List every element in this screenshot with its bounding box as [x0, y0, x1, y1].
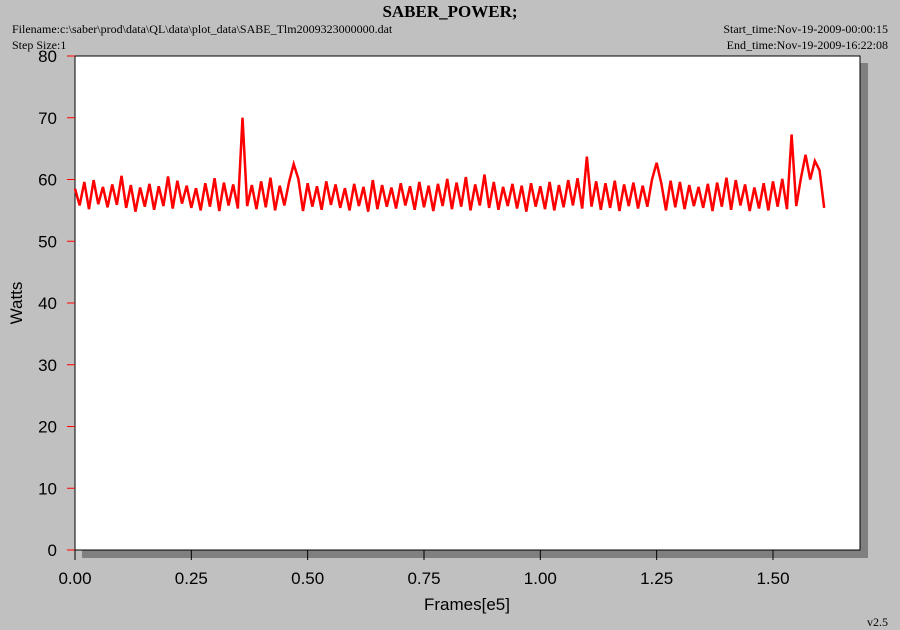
step-size: Step Size:1: [12, 38, 66, 52]
y-tick-label: 60: [38, 171, 57, 190]
version: v2.5: [867, 615, 888, 629]
chart-title: SABER_POWER;: [382, 2, 517, 21]
y-tick-label: 40: [38, 294, 57, 313]
x-tick-label: 0.50: [291, 569, 324, 588]
x-tick-label: 0.00: [58, 569, 91, 588]
start-time: Start_time:Nov-19-2009-00:00:15: [723, 22, 888, 36]
x-tick-label: 0.75: [407, 569, 440, 588]
filename: Filename:c:\saber\prod\data\QL\data\plot…: [12, 22, 393, 36]
x-tick-label: 1.25: [640, 569, 673, 588]
x-tick-label: 0.25: [175, 569, 208, 588]
y-tick-label: 10: [38, 479, 57, 498]
y-tick-label: 80: [38, 47, 57, 66]
end-time: End_time:Nov-19-2009-16:22:08: [727, 38, 888, 52]
y-tick-label: 0: [48, 541, 57, 560]
x-tick-label: 1.50: [756, 569, 789, 588]
data-line: [73, 117, 826, 212]
y-tick-label: 70: [38, 109, 57, 128]
y-tick-label: 30: [38, 356, 57, 375]
plot-area: [74, 55, 861, 551]
x-axis-label: Frames[e5]: [424, 595, 510, 614]
y-tick-label: 20: [38, 418, 57, 437]
y-tick-label: 50: [38, 232, 57, 251]
y-axis-label: Watts: [7, 282, 26, 325]
x-tick-label: 1.00: [524, 569, 557, 588]
